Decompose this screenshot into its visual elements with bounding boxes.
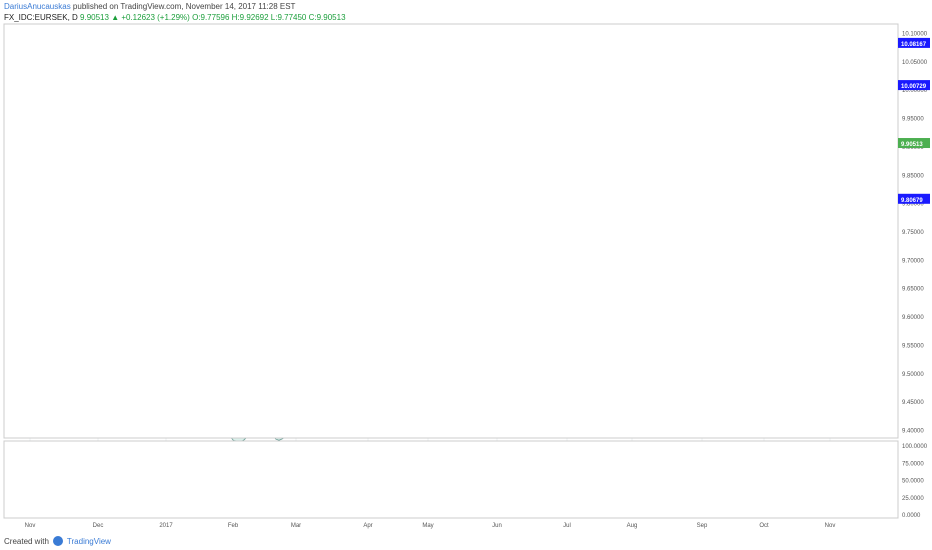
- price-tick-label: 10.05000: [902, 60, 928, 66]
- stoch-tick-label: 100.0000: [902, 444, 928, 450]
- price-change: ▲ +0.12623 (+1.29%): [111, 13, 190, 22]
- price-tick-label: 9.65000: [902, 287, 924, 293]
- time-tick-label: Sep: [697, 523, 708, 529]
- price-tick-label: 9.75000: [902, 230, 924, 236]
- price-tick-label: 9.80000: [902, 202, 924, 208]
- price-tick-label: 9.60000: [902, 315, 924, 321]
- price-tick-label: 9.70000: [902, 258, 924, 264]
- time-tick-label: Apr: [363, 523, 372, 529]
- level-label: 9.80679: [901, 198, 923, 204]
- time-tick-label: Nov: [25, 523, 36, 529]
- symbol-bar: FX_IDC:EURSEK, D 9.90513 ▲ +0.12623 (+1.…: [4, 13, 346, 22]
- price-tick-label: 9.45000: [902, 400, 924, 406]
- publish-info: published on TradingView.com, November 1…: [70, 2, 296, 11]
- time-tick-label: Jun: [492, 523, 502, 529]
- price-tick-label: 9.40000: [902, 428, 924, 434]
- time-tick-label: 2017: [159, 523, 173, 529]
- level-label-box: [898, 193, 930, 204]
- level-label-box: [898, 80, 930, 91]
- time-tick-label: May: [422, 523, 433, 529]
- time-tick-label: Jul: [563, 523, 571, 529]
- tradingview-logo-icon: [52, 536, 63, 546]
- stoch-tick-label: 75.0000: [902, 461, 924, 467]
- symbol-name: FX_IDC:EURSEK, D: [4, 13, 78, 22]
- price-tick-label: 10.10000: [902, 32, 928, 38]
- time-tick-label: Nov: [825, 523, 836, 529]
- price-tick-label: 10.00000: [902, 88, 928, 94]
- author-link[interactable]: DariusAnucauskas: [4, 2, 71, 11]
- time-tick-label: Mar: [291, 523, 301, 529]
- level-label-box: [898, 138, 930, 149]
- time-tick-label: Feb: [228, 523, 239, 529]
- price-tick-label: 9.55000: [902, 343, 924, 349]
- time-tick-label: Dec: [93, 523, 104, 529]
- publish-header: DariusAnucauskas published on TradingVie…: [4, 2, 295, 11]
- axes: 9.40000 9.45000 9.50000 9.55000 9.60000 9.650…: [3, 23, 930, 529]
- stoch-tick-label: 0.0000: [902, 513, 921, 519]
- stoch-frame: [3, 440, 899, 519]
- level-label: 10.00729: [901, 84, 927, 90]
- price-tick-label: 9.50000: [902, 372, 924, 378]
- tradingview-link[interactable]: TradingView: [66, 536, 111, 546]
- time-tick-label: Oct: [759, 523, 769, 529]
- price-tick-label: 9.85000: [902, 173, 924, 179]
- stoch-tick-label: 50.0000: [902, 479, 924, 485]
- stoch-tick-label: 25.0000: [902, 496, 924, 502]
- price-frame: [3, 23, 899, 439]
- price-tick-label: 9.95000: [902, 117, 924, 123]
- level-label: 9.90513: [901, 142, 923, 148]
- ohlc-values: O:9.77596 H:9.92692 L:9.77450 C:9.90513: [192, 13, 346, 22]
- last-price: 9.90513: [80, 13, 109, 22]
- created-with-label: Created with: [4, 536, 49, 546]
- time-tick-label: Aug: [627, 523, 638, 529]
- level-label: 10.08167: [901, 42, 927, 48]
- footer: Created with TradingView: [4, 536, 111, 546]
- level-label-box: [898, 37, 930, 48]
